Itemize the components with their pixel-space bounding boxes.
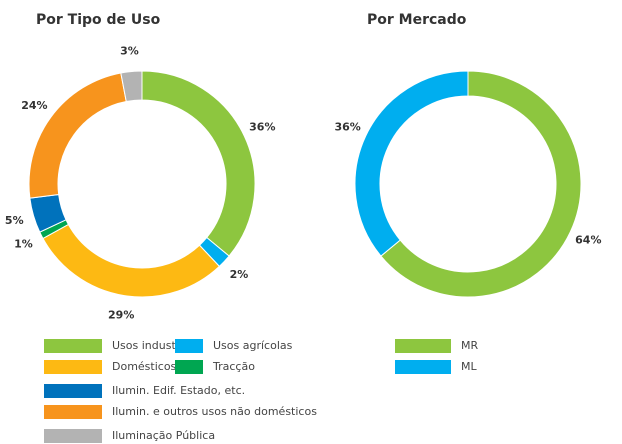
legend-swatch [44, 339, 102, 353]
legend-swatch [44, 405, 102, 419]
legend-label: Tracção [212, 360, 255, 373]
legend-swatch [44, 360, 102, 374]
legend-swatch [395, 339, 451, 353]
value-label: 29% [108, 308, 134, 321]
legend-label: Ilumin. e outros usos não domésticos [112, 405, 317, 418]
legend-label: Usos agrícolas [213, 339, 293, 352]
chart-title: Por Tipo de Uso [36, 12, 161, 28]
legend-label: Domésticos [112, 360, 177, 373]
value-label: 36% [334, 120, 360, 133]
legend-label: MR [461, 339, 478, 352]
legend-swatch [395, 360, 451, 374]
legend-swatch [175, 339, 203, 353]
chart-title: Por Mercado [367, 12, 467, 28]
legend-label: Ilumin. Edif. Estado, etc. [112, 384, 245, 397]
value-label: 3% [120, 45, 139, 58]
legend-swatch [175, 360, 203, 374]
donut-slice [354, 70, 469, 257]
value-label: 5% [5, 214, 24, 227]
value-label: 64% [575, 234, 601, 247]
legend-swatch [44, 384, 102, 398]
value-label: 2% [230, 268, 249, 281]
donut-slice [120, 70, 143, 103]
legend-label: Iluminação Pública [112, 429, 215, 442]
legend-swatch [44, 429, 102, 443]
donut-slice [380, 70, 582, 298]
value-label: 24% [21, 99, 47, 112]
donut-slice [42, 223, 221, 298]
donut-slice [141, 70, 256, 257]
legend-label: ML [461, 360, 477, 373]
value-label: 36% [249, 120, 275, 133]
donut-slice [28, 72, 127, 199]
value-label: 1% [14, 237, 33, 250]
